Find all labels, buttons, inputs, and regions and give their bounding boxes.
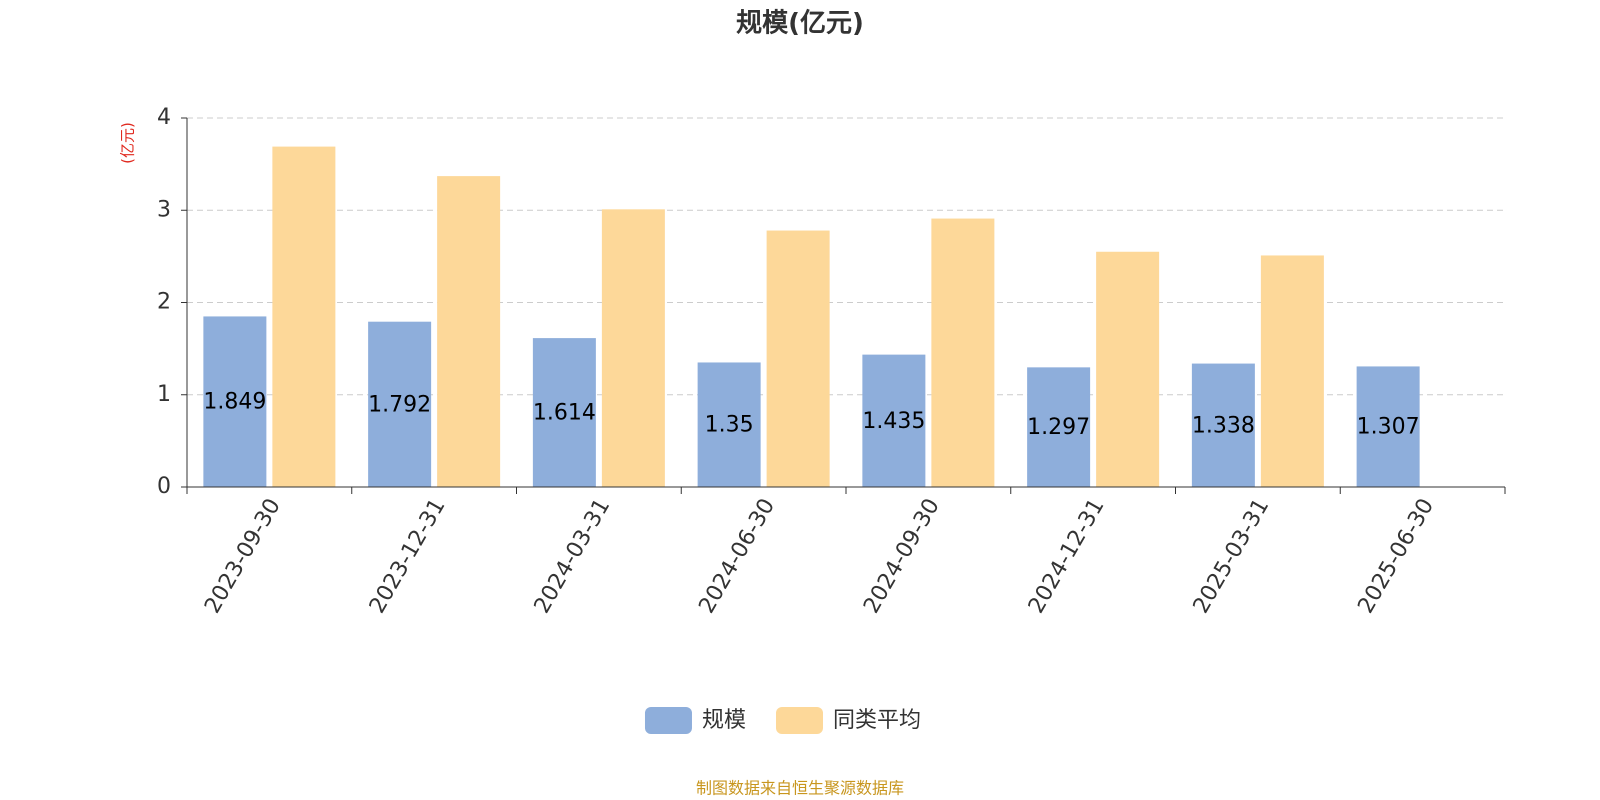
bar [368, 321, 432, 487]
bar [1356, 366, 1420, 487]
legend-swatch [776, 707, 823, 734]
bar [697, 362, 761, 487]
data-label: 1.435 [862, 409, 925, 434]
legend-swatch [644, 707, 692, 734]
bar [437, 176, 501, 487]
legend-label: 同类平均 [833, 708, 921, 733]
bar [1191, 363, 1255, 487]
legend-label: 规模 [702, 708, 746, 733]
data-label: 1.849 [203, 390, 266, 415]
y-tick-label: 2 [157, 290, 171, 315]
y-tick-label: 1 [157, 382, 171, 407]
y-tick-label: 4 [157, 105, 171, 130]
x-tick-label: 2025-06-30 [1353, 495, 1439, 618]
data-label: 1.614 [533, 401, 596, 426]
y-tick-label: 3 [157, 197, 171, 222]
x-tick-label: 2024-12-31 [1024, 495, 1110, 618]
data-label: 1.307 [1357, 415, 1420, 440]
x-tick-label: 2024-06-30 [694, 495, 780, 618]
data-label: 1.297 [1027, 415, 1090, 440]
bar [1027, 367, 1091, 487]
x-tick-label: 2025-03-31 [1189, 495, 1275, 618]
y-axis-label: (亿元) [119, 122, 137, 164]
x-tick-label: 2024-03-31 [530, 495, 616, 618]
data-label: 1.338 [1192, 413, 1255, 438]
bar [766, 230, 830, 488]
bar [532, 338, 596, 487]
bar [1260, 255, 1324, 487]
x-tick-label: 2024-09-30 [859, 495, 945, 618]
data-label: 1.35 [705, 413, 754, 438]
chart-title: 规模(亿元) [736, 9, 864, 39]
x-tick-label: 2023-09-30 [200, 495, 286, 618]
y-tick-label: 0 [157, 474, 171, 499]
bar [862, 354, 926, 487]
bar [272, 146, 336, 487]
x-tick-label: 2023-12-31 [365, 495, 451, 618]
bar [601, 209, 665, 487]
bar [931, 218, 995, 488]
bar [1096, 251, 1160, 487]
bar [203, 316, 267, 487]
data-label: 1.792 [368, 392, 431, 417]
source-note: 制图数据来自恒生聚源数据库 [696, 779, 904, 798]
